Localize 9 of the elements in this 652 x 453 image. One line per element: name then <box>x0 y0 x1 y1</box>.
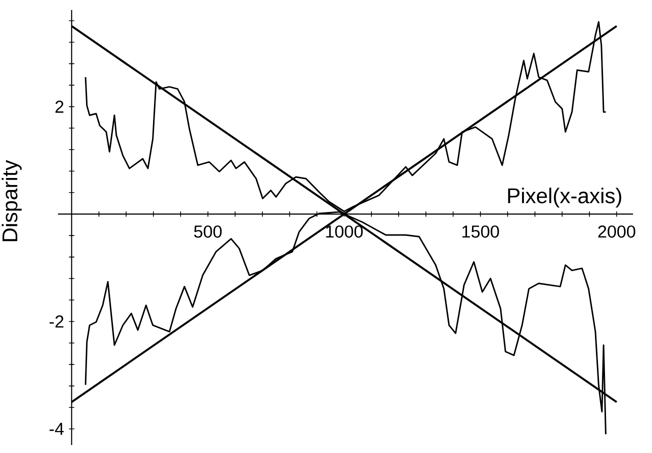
x-tick-label: 2000 <box>598 225 636 238</box>
y-tick-label: 2 <box>55 100 64 113</box>
x-tick-label: 500 <box>194 225 222 238</box>
x-axis-title: Pixel(x-axis) <box>508 188 622 208</box>
y-axis-title: Disparity <box>2 160 22 242</box>
y-tick-label: -2 <box>50 315 64 328</box>
y-tick-label: -4 <box>50 422 64 435</box>
x-tick-label: 1000 <box>326 225 363 238</box>
x-tick-label: 1500 <box>462 225 499 238</box>
